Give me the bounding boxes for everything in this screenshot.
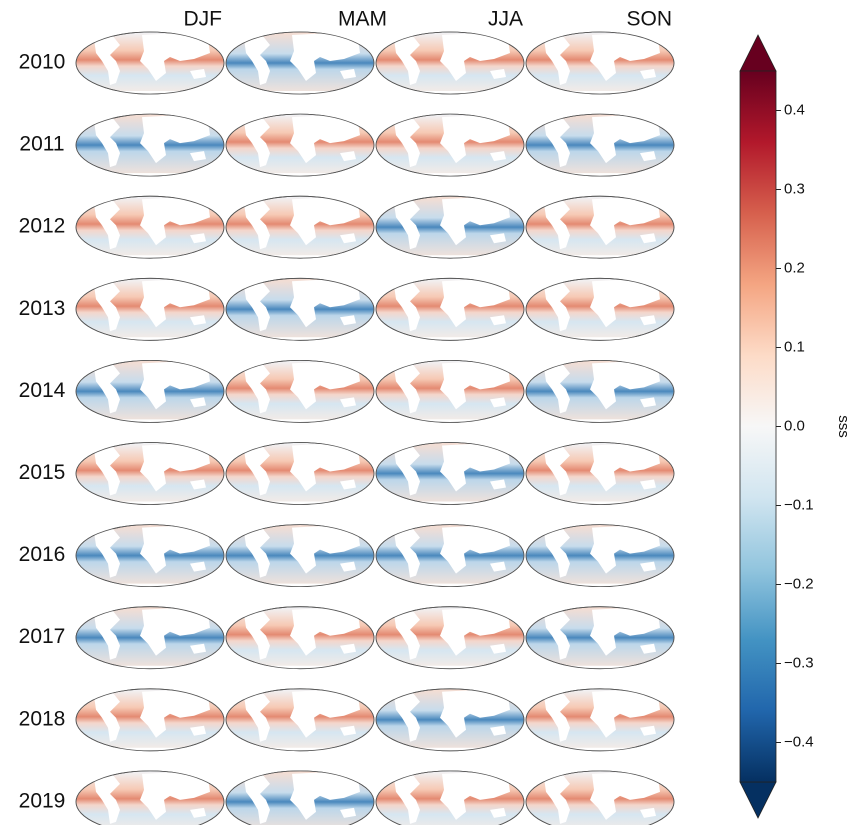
map-panel — [75, 524, 225, 587]
column-header: JJA — [488, 8, 523, 31]
map-panel — [75, 195, 225, 259]
row-label: 2017 — [19, 625, 66, 648]
map-panel — [375, 195, 525, 259]
row-label: 2010 — [19, 51, 66, 74]
colorbar-tick-label: 0.2 — [784, 259, 805, 276]
map-panel — [375, 277, 525, 341]
map-panel — [525, 770, 675, 830]
map-panel — [225, 442, 375, 505]
map-panel — [375, 524, 525, 587]
map-panel — [75, 770, 225, 830]
colorbar-tick-label: 0.1 — [784, 338, 805, 355]
map-panel — [375, 770, 525, 830]
map-panel — [375, 113, 525, 177]
colorbar-label: sss — [835, 415, 852, 438]
map-panel — [75, 31, 225, 95]
map-panel — [225, 195, 375, 259]
colorbar-tick-label: −0.1 — [784, 496, 814, 513]
map-panel — [75, 359, 225, 423]
colorbar-body — [739, 70, 777, 783]
map-panel — [525, 688, 675, 752]
map-panel — [225, 113, 375, 177]
map-panel — [75, 688, 225, 752]
map-panel — [225, 770, 375, 830]
map-panel — [525, 277, 675, 341]
map-panel — [525, 442, 675, 505]
map-panel — [225, 688, 375, 752]
map-panel — [525, 113, 675, 177]
map-panel — [525, 31, 675, 95]
map-panel — [75, 113, 225, 177]
row-label: 2014 — [19, 379, 66, 402]
map-panel — [525, 524, 675, 587]
map-panel — [525, 359, 675, 423]
colorbar-tick-label: 0.4 — [784, 101, 805, 118]
column-header: MAM — [338, 8, 387, 31]
map-panel — [225, 606, 375, 670]
colorbar-tick-label: −0.4 — [784, 733, 814, 750]
map-panel — [525, 606, 675, 670]
row-label: 2015 — [19, 461, 66, 484]
map-panel — [75, 606, 225, 670]
colorbar-tick-label: 0.0 — [784, 417, 805, 434]
map-panel — [75, 442, 225, 505]
colorbar-extend-bottom — [739, 781, 777, 819]
map-panel — [525, 195, 675, 259]
colorbar-tick-label: 0.3 — [784, 180, 805, 197]
column-header: DJF — [184, 8, 223, 31]
row-label: 2013 — [19, 297, 66, 320]
row-label: 2016 — [19, 543, 66, 566]
map-panel — [375, 688, 525, 752]
row-label: 2018 — [19, 707, 66, 730]
map-panel — [375, 31, 525, 95]
map-panel — [375, 606, 525, 670]
colorbar-extend-top — [739, 34, 777, 72]
colorbar-tick-label: −0.2 — [784, 575, 814, 592]
map-panel — [375, 359, 525, 423]
map-panel — [225, 524, 375, 587]
row-label: 2011 — [19, 133, 64, 156]
map-panel — [225, 359, 375, 423]
map-grid: DJF MAM JJA SON 2010 2011 2012 2013 2014 2015 2016… — [19, 8, 675, 830]
map-panel — [375, 442, 525, 505]
row-label: 2012 — [19, 215, 66, 238]
map-panel — [225, 277, 375, 341]
colorbar-tick-label: −0.3 — [784, 654, 814, 671]
row-label: 2019 — [19, 789, 66, 812]
column-header: SON — [626, 8, 672, 31]
map-panel — [225, 31, 375, 95]
colorbar: −0.4 −0.3 −0.2 −0.1 0.0 0.1 0.2 0.3 0.4 sss — [739, 34, 852, 819]
map-panel — [75, 277, 225, 341]
